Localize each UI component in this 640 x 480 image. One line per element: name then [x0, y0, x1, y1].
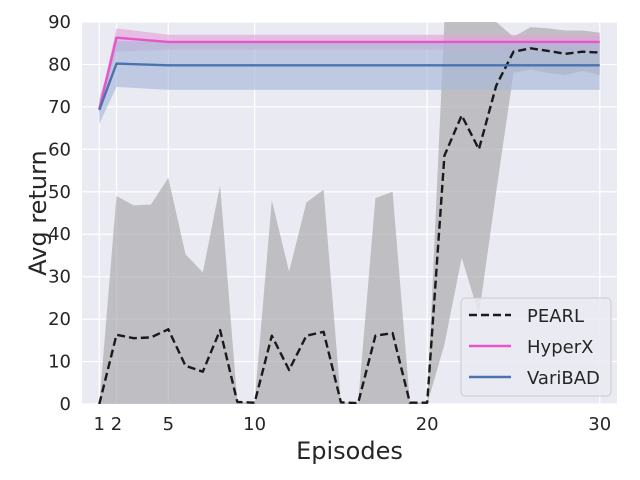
legend-label-hyperx: HyperX — [527, 337, 593, 358]
y-axis-label: Avg return — [24, 150, 52, 275]
confidence-bands — [99, 22, 600, 404]
y-tick-label: 60 — [48, 139, 71, 160]
x-axis-label: Episodes — [296, 437, 403, 465]
y-tick-label: 20 — [48, 309, 71, 330]
y-tick-label: 90 — [48, 12, 71, 33]
x-tick-label: 30 — [588, 414, 611, 435]
legend-label-varibad: VariBAD — [527, 368, 600, 389]
series-lines — [98, 36, 600, 404]
x-tick-labels: 1 2 5 10 20 30 — [94, 414, 612, 435]
y-tick-labels: 0 10 20 30 40 50 60 70 80 90 — [48, 12, 71, 415]
legend: PEARL HyperX VariBAD — [460, 297, 612, 397]
varibad-band — [99, 41, 600, 124]
y-tick-label: 30 — [48, 267, 71, 288]
x-tick-label: 20 — [416, 414, 439, 435]
y-tick-label: 10 — [48, 352, 71, 373]
y-tick-label: 70 — [48, 97, 71, 118]
x-tick-label: 1 — [94, 414, 105, 435]
x-tick-label: 2 — [111, 414, 122, 435]
hyperx-line — [98, 36, 600, 110]
x-tick-label: 5 — [163, 414, 174, 435]
legend-label-pearl: PEARL — [527, 306, 584, 327]
pearl-line — [98, 47, 600, 404]
y-tick-label: 0 — [60, 394, 71, 415]
varibad-line — [98, 62, 600, 111]
y-tick-label: 50 — [48, 182, 71, 203]
y-tick-label: 40 — [48, 224, 71, 245]
legend-box — [460, 297, 612, 397]
y-tick-label: 80 — [48, 54, 71, 75]
x-tick-label: 10 — [243, 414, 266, 435]
pearl-band — [99, 22, 600, 404]
